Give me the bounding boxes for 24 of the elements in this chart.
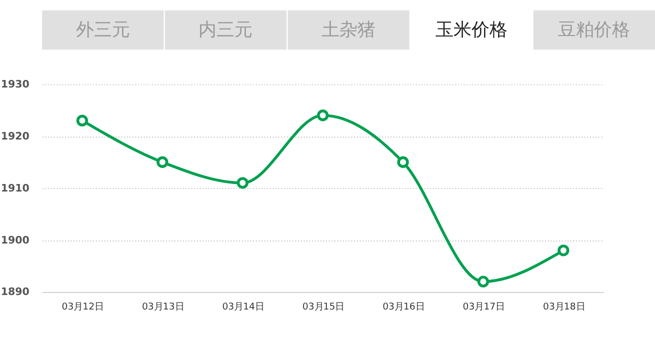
y-tick-label: 1890 — [0, 286, 30, 298]
point — [236, 177, 248, 189]
text: 外三元 — [76, 20, 130, 41]
text: 土杂猪 — [322, 20, 376, 41]
point — [76, 114, 88, 126]
x-tick-label: 03月13日 — [142, 301, 184, 312]
chart-title: 玉米价格 — [435, 20, 508, 41]
point — [316, 110, 329, 122]
y-tick-label: 1910 — [0, 182, 30, 194]
point — [558, 244, 570, 256]
y-tick-label: 1900 — [0, 234, 30, 246]
x-tick-label: 03月15日 — [302, 301, 344, 312]
x-tick-label: 03月18日 — [543, 301, 585, 312]
text: 豆粕价格 — [558, 20, 630, 41]
x-tick-label: 03月16日 — [382, 301, 424, 312]
x-tick-label: 03月17日 — [462, 301, 505, 312]
x-tick-label: 03月14日 — [222, 301, 264, 312]
point — [156, 156, 168, 168]
text: 内三元 — [198, 20, 253, 41]
point — [397, 156, 409, 168]
y-tick-label: 1930 — [0, 78, 30, 91]
point — [477, 276, 490, 288]
y-tick-label: 1920 — [0, 130, 30, 142]
x-tick-label: 03月12日 — [62, 301, 104, 312]
